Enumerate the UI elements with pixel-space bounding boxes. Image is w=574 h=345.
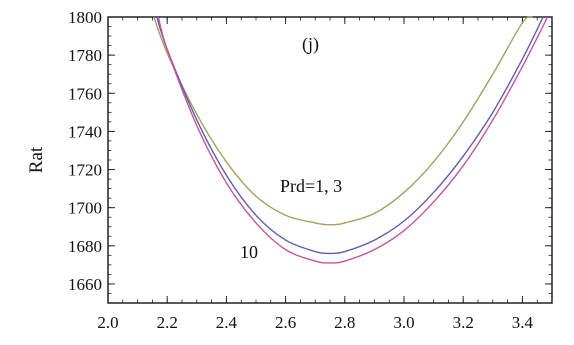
y-tick-label: 1680 xyxy=(68,237,102,256)
axis-ticks xyxy=(107,16,553,304)
y-tick-label: 1760 xyxy=(68,84,102,103)
x-tick-label: 3.0 xyxy=(393,313,414,332)
series-line-1 xyxy=(156,16,544,255)
y-tick-label: 1720 xyxy=(68,161,102,180)
series-line-2 xyxy=(157,16,549,264)
x-tick-label: 3.4 xyxy=(512,313,534,332)
panel-label: (j) xyxy=(302,34,319,55)
y-tick-label: 1800 xyxy=(68,8,102,27)
x-tick-label: 2.8 xyxy=(334,313,355,332)
x-tick-label: 2.2 xyxy=(157,313,178,332)
series-layer xyxy=(153,15,549,264)
x-tick-label: 2.0 xyxy=(97,313,118,332)
annotation-prd: Prd=1, 3 xyxy=(280,176,342,196)
x-tick-label: 3.2 xyxy=(453,313,474,332)
y-axis-label: Rat xyxy=(26,146,47,173)
y-tick-label: 1740 xyxy=(68,122,102,141)
y-tick-label: 1660 xyxy=(68,275,102,294)
plot-frame xyxy=(107,16,553,304)
series-line-0 xyxy=(153,15,534,226)
tick-labels: 2.0 2.2 2.4 2.6 2.8 3.0 3.2 3.4 1660 1680 1700 1720… xyxy=(68,8,534,332)
x-tick-label: 2.4 xyxy=(216,313,238,332)
y-tick-label: 1780 xyxy=(68,46,102,65)
annotation-10: 10 xyxy=(240,242,258,262)
y-tick-label: 1700 xyxy=(68,199,102,218)
x-tick-label: 2.6 xyxy=(275,313,296,332)
